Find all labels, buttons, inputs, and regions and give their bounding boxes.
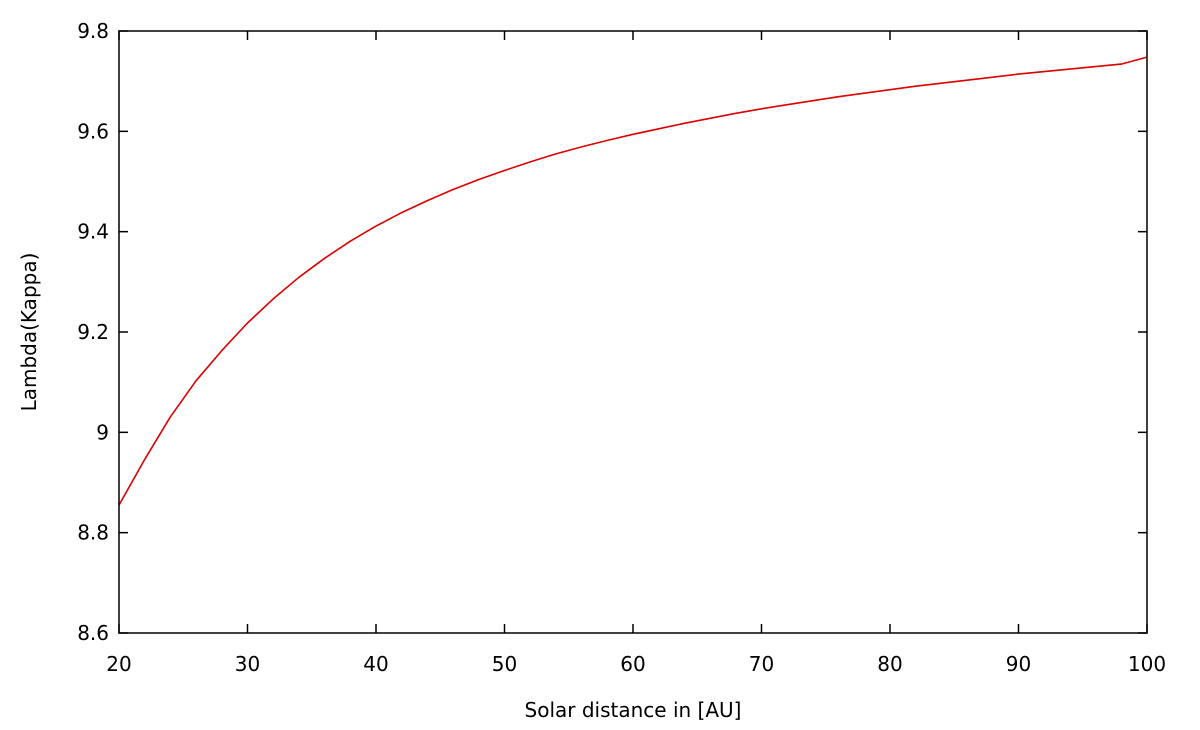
- x-tick-label: 30: [235, 652, 260, 676]
- y-tick-label: 9.8: [77, 19, 109, 43]
- plot-frame: [118, 30, 1148, 634]
- x-tick-label: 80: [877, 652, 902, 676]
- y-tick-label: 9.4: [77, 220, 109, 244]
- x-tick-label: 40: [363, 652, 388, 676]
- y-tick-label: 9: [96, 420, 109, 444]
- x-tick-label: 100: [1128, 652, 1166, 676]
- x-tick-label: 60: [620, 652, 645, 676]
- y-axis-label: Lambda(Kappa): [17, 253, 41, 412]
- y-tick-label: 9.2: [77, 320, 109, 344]
- series-line: [118, 56, 1148, 506]
- x-tick-label: 70: [749, 652, 774, 676]
- tick-labels: 20 30 40 50 60 70 80 90 100 8.6 8.8 9 9.2 9.4 9.6 9.8: [77, 19, 1166, 676]
- y-tick-label: 8.6: [77, 621, 109, 645]
- x-axis-label: Solar distance in [AU]: [525, 698, 742, 722]
- series-layer: [118, 56, 1148, 506]
- y-tick-label: 8.8: [77, 521, 109, 545]
- y-tick-label: 9.6: [77, 119, 109, 143]
- x-tick-label: 90: [1006, 652, 1031, 676]
- ticks: [118, 30, 1148, 634]
- x-tick-label: 50: [492, 652, 517, 676]
- x-tick-label: 20: [106, 652, 131, 676]
